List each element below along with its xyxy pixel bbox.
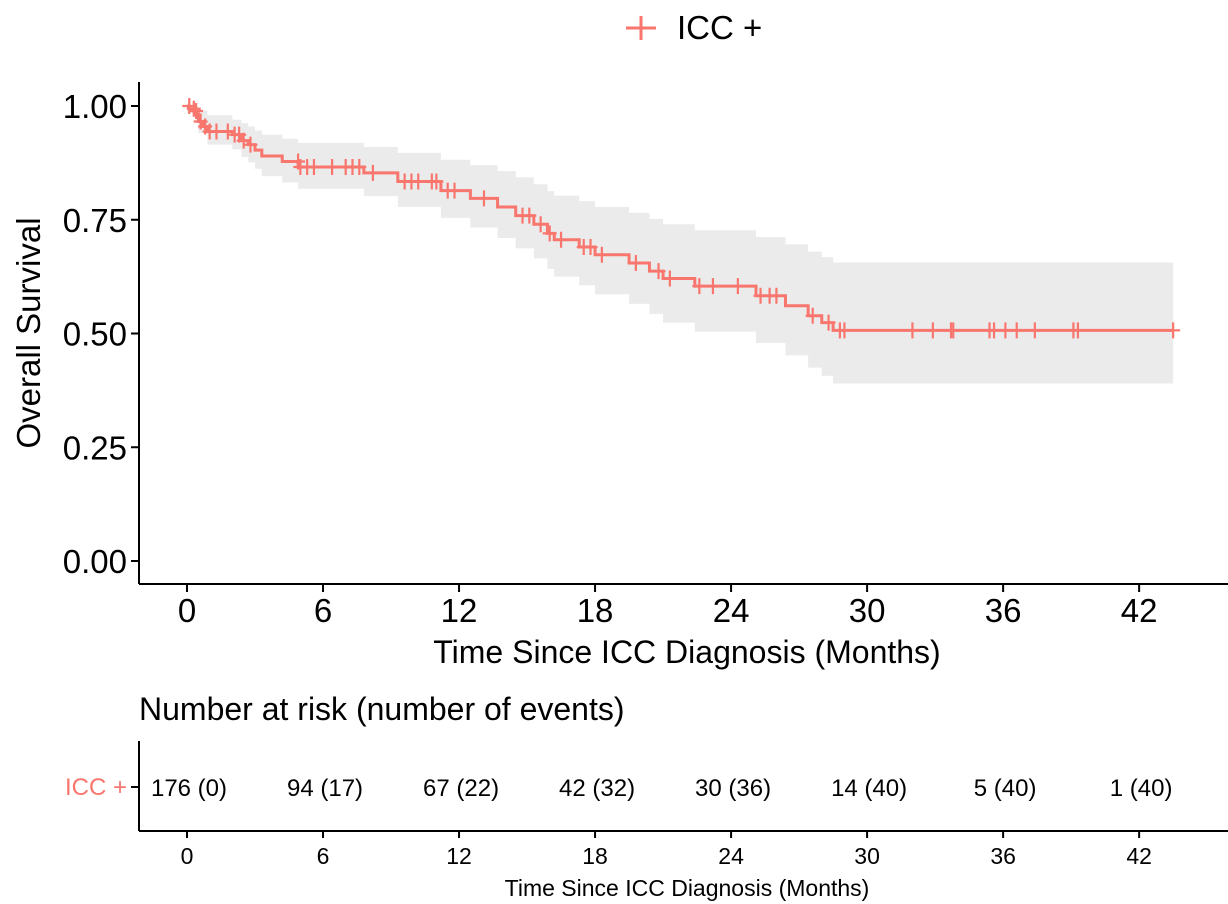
- censor-mark: [1027, 322, 1042, 339]
- legend-label: ICC +: [677, 9, 762, 46]
- risk-table-cells: 176 (0) 94 (17) 67 (22) 42 (32) 30 (36) 14 (4…: [151, 775, 1173, 802]
- y-tick-label: 0.00: [63, 543, 127, 580]
- risk-cell: 94 (17): [287, 775, 363, 802]
- censor-mark: [821, 314, 836, 331]
- risk-cell: 42 (32): [559, 775, 635, 802]
- confidence-band: [187, 106, 1174, 384]
- risk-table-title: Number at risk (number of events): [139, 691, 625, 727]
- censor-mark: [662, 270, 677, 287]
- y-ticks: 0.00 0.25 0.50 0.75 1.00: [63, 88, 139, 580]
- y-tick-label: 1.00: [63, 88, 127, 125]
- censor-mark: [186, 100, 201, 117]
- censor-mark: [594, 246, 609, 263]
- x-tick-label: 30: [849, 592, 886, 629]
- censor-mark: [554, 231, 569, 248]
- censor-mark: [542, 225, 557, 242]
- risk-x-axis-title: Time Since ICC Diagnosis (Months): [505, 875, 870, 901]
- censor-mark: [447, 182, 462, 199]
- censor-mark: [628, 254, 643, 271]
- censor-mark: [365, 164, 380, 181]
- risk-x-tick-label: 42: [1126, 843, 1152, 869]
- censor-mark: [730, 278, 745, 295]
- risk-cell: 30 (36): [695, 775, 771, 802]
- censor-mark: [220, 123, 235, 140]
- censor-mark: [533, 216, 548, 233]
- censor-mark: [243, 136, 258, 153]
- censor-mark: [1009, 322, 1024, 339]
- censor-mark: [429, 173, 444, 190]
- censor-mark: [769, 287, 784, 304]
- x-axis-title: Time Since ICC Diagnosis (Months): [433, 634, 940, 670]
- risk-cell: 5 (40): [974, 775, 1037, 802]
- censor-mark: [325, 158, 340, 175]
- x-tick-label: 42: [1121, 592, 1158, 629]
- risk-x-tick-label: 18: [582, 843, 608, 869]
- x-ticks: 0 6 12 18 24 30 36 42: [178, 584, 1158, 629]
- x-tick-label: 6: [314, 592, 332, 629]
- risk-group-label: ICC +: [65, 774, 127, 801]
- risk-cell: 14 (40): [831, 775, 907, 802]
- censor-mark: [583, 239, 598, 256]
- censor-mark: [189, 103, 204, 120]
- censor-mark: [837, 322, 852, 339]
- x-tick-label: 36: [985, 592, 1022, 629]
- risk-x-tick-label: 12: [446, 843, 472, 869]
- censor-mark: [905, 322, 920, 339]
- risk-table-axes: [131, 741, 1228, 832]
- legend: ICC +: [626, 9, 762, 46]
- censor-mark: [236, 132, 251, 149]
- risk-cell: 67 (22): [423, 775, 499, 802]
- censor-mark: [651, 263, 666, 280]
- risk-x-tick-label: 6: [317, 843, 330, 869]
- censor-mark: [1166, 322, 1181, 339]
- y-tick-label: 0.50: [63, 316, 127, 353]
- censor-mark: [925, 322, 940, 339]
- censor-mark: [411, 173, 426, 190]
- x-tick-label: 0: [178, 592, 196, 629]
- censor-mark: [522, 207, 537, 224]
- censor-mark: [705, 278, 720, 295]
- censor-mark: [1070, 322, 1085, 339]
- y-axis-title: Overall Survival: [10, 217, 47, 448]
- censor-mark: [476, 190, 491, 207]
- censor-mark: [805, 307, 820, 324]
- censor-marks-layer: [182, 98, 1181, 339]
- y-tick-label: 0.25: [63, 429, 127, 466]
- risk-x-tick-label: 24: [718, 843, 744, 869]
- risk-x-tick-label: 0: [181, 843, 194, 869]
- y-tick-label: 0.75: [63, 202, 127, 239]
- risk-cell: 176 (0): [151, 775, 227, 802]
- censor-mark: [352, 158, 367, 175]
- censor-mark: [692, 278, 707, 295]
- censor-mark: [306, 158, 321, 175]
- risk-cell: 1 (40): [1110, 775, 1173, 802]
- x-tick-label: 12: [441, 592, 478, 629]
- risk-x-ticks: 0 6 12 18 24 30 36 42: [181, 831, 1152, 869]
- x-tick-label: 18: [577, 592, 614, 629]
- confidence-band-layer: [187, 106, 1174, 384]
- risk-x-tick-label: 36: [990, 843, 1016, 869]
- censor-mark: [946, 322, 961, 339]
- x-tick-label: 24: [713, 592, 750, 629]
- risk-x-tick-label: 30: [854, 843, 880, 869]
